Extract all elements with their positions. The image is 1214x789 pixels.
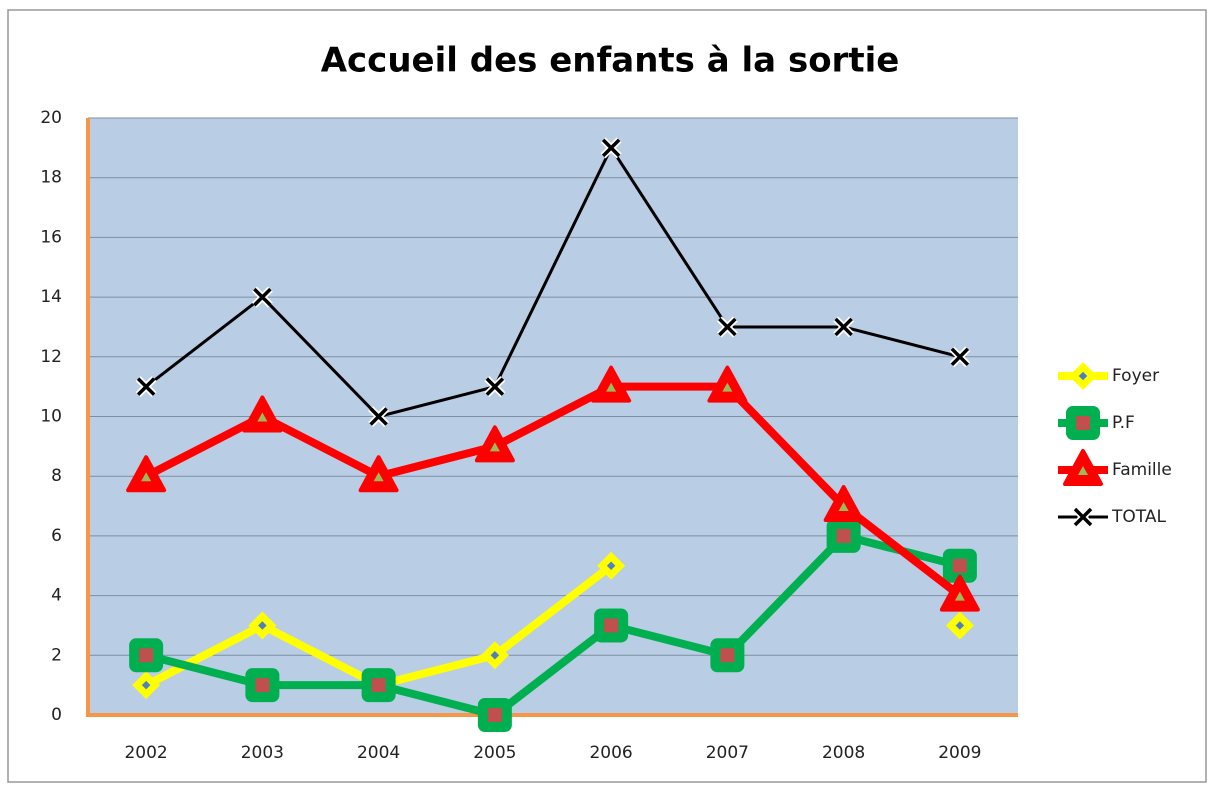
marker-center [1078,466,1088,475]
y-tick-label: 6 [51,526,62,546]
marker-center [258,621,267,630]
marker-center [1078,371,1088,381]
marker-center [954,591,965,601]
marker-center [606,382,617,392]
marker [477,698,512,732]
marker [126,455,167,493]
marker-center [952,558,967,573]
marker [242,395,283,433]
marker-center [373,472,384,482]
marker-shape [950,347,970,367]
marker [949,346,971,368]
marker [716,316,738,338]
marker [129,638,164,673]
x-tick-label: 2002 [124,743,167,763]
y-tick-label: 12 [40,347,62,367]
marker-center [141,472,152,482]
marker-center [838,502,849,512]
legend-label: Famille [1112,460,1172,480]
marker [368,406,390,427]
y-tick-label: 10 [40,407,62,427]
x-tick-label: 2005 [473,743,516,763]
marker [1069,362,1097,390]
y-tick-label: 8 [51,466,62,486]
marker [245,668,280,703]
marker-center [955,621,965,630]
series-line [142,382,964,600]
marker-center [139,648,154,663]
marker-center [604,618,619,633]
marker [597,551,626,580]
marker [707,365,748,403]
marker [942,548,977,583]
marker-shape [369,407,388,426]
legend-label: TOTAL [1111,507,1166,527]
marker-center [490,651,500,660]
marker [939,574,980,612]
marker [480,641,509,670]
marker-center [1076,416,1090,430]
marker [833,316,855,338]
marker-center [255,678,270,693]
y-tick-label: 2 [51,645,62,665]
y-tick-label: 4 [51,586,62,606]
marker [361,668,396,703]
marker-shape [253,287,272,307]
marker [132,671,161,700]
marker-shape [485,377,505,396]
marker-center [720,648,735,663]
marker-center [606,561,616,570]
x-tick-label: 2007 [706,743,749,763]
y-tick-label: 18 [40,168,62,188]
x-tick-label: 2004 [357,743,400,763]
marker [251,286,273,308]
marker-shape [1073,507,1093,527]
marker [484,376,506,398]
marker-center [489,442,500,452]
marker-shape [718,317,737,337]
x-tick-label: 2003 [241,743,284,763]
y-tick-label: 14 [40,287,62,307]
marker [358,455,399,493]
marker-center [722,382,733,392]
marker [823,485,864,523]
marker [826,518,861,553]
marker [1063,449,1103,486]
marker-center [257,412,268,422]
legend-label: Foyer [1112,366,1159,386]
marker [248,611,277,640]
marker [710,638,745,673]
x-tick-label: 2006 [589,743,632,763]
chart-title: Accueil des enfants à la sortie [321,41,900,81]
marker [1072,506,1094,528]
marker [945,611,974,640]
y-tick-label: 20 [40,108,62,128]
marker-shape [601,138,621,158]
y-tick-label: 0 [51,705,62,725]
series-line [142,531,964,719]
marker-shape [136,377,156,396]
marker [591,365,632,403]
marker [600,137,622,159]
marker [1066,406,1100,440]
marker-center [371,678,386,693]
x-tick-label: 2008 [822,743,865,763]
marker [135,376,157,398]
marker [594,608,629,643]
legend-label: P.F [1112,413,1135,433]
marker-center [487,708,502,722]
y-tick-label: 16 [40,227,62,247]
marker-shape [834,317,853,337]
x-tick-label: 2009 [938,743,981,763]
series-line [144,146,962,418]
marker-center [836,528,851,543]
marker [474,425,515,463]
